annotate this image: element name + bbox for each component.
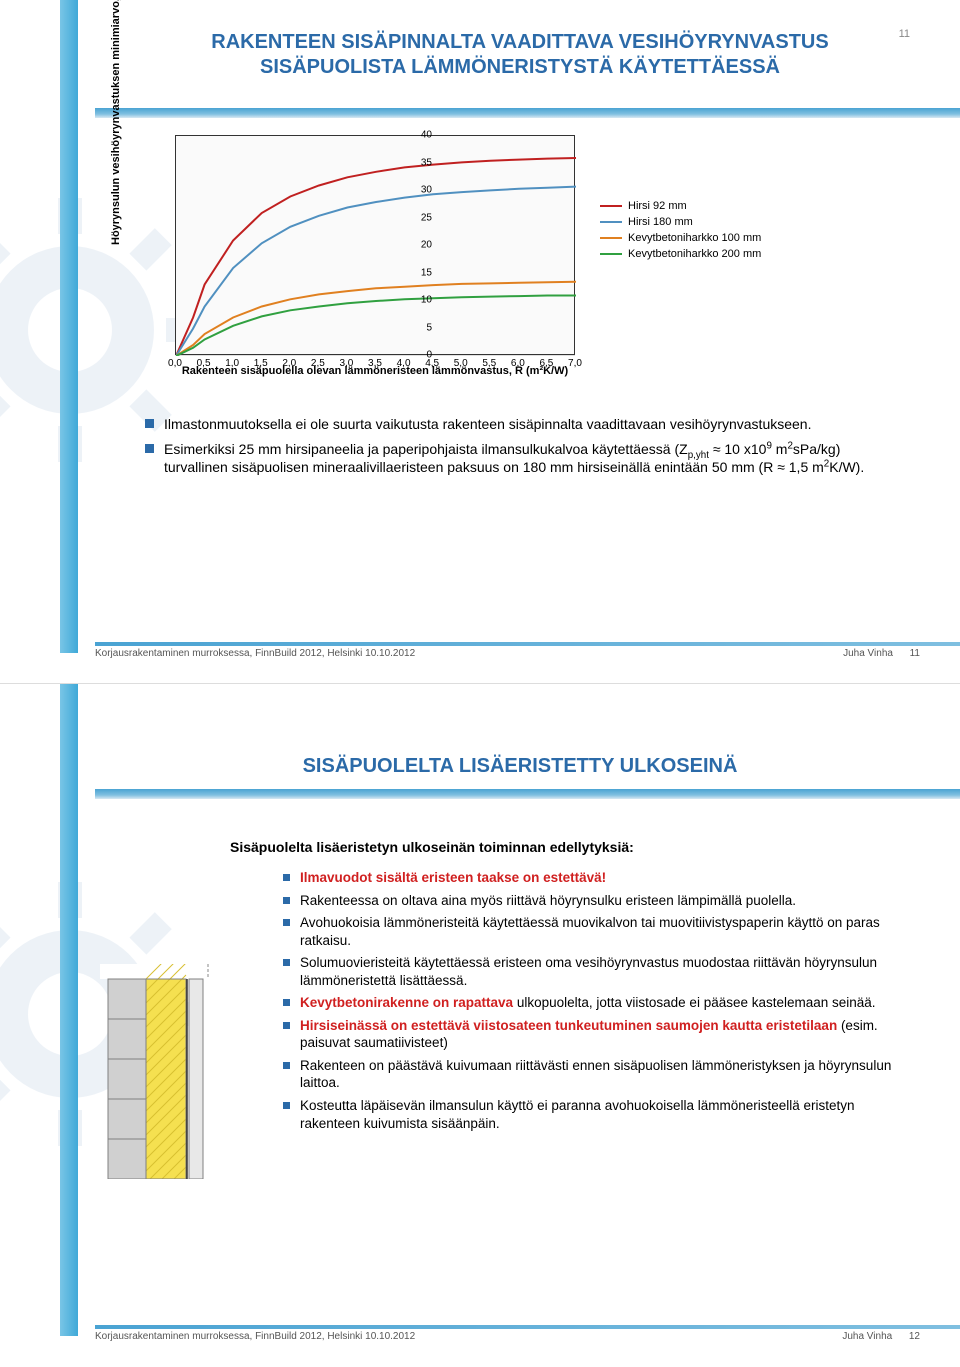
legend-swatch [600,205,622,207]
bullet-marker-icon [283,999,290,1006]
wall-section-diagram [100,964,210,1194]
footer-right: Juha Vinha 11 [843,648,920,659]
bullet-item: Rakenteen on päästävä kuivumaan riittävä… [283,1057,910,1092]
slide-1: RAKENTEEN SISÄPINNALTA VAADITTAVA VESIHÖ… [0,0,960,683]
title-underline [95,108,960,118]
bullet-marker-icon [283,897,290,904]
legend-item: Kevytbetoniharkko 200 mm [600,248,761,260]
footer-left: Korjausrakentaminen murroksessa, FinnBui… [95,648,415,659]
ytick: 40 [421,130,432,141]
legend-item: Hirsi 180 mm [600,216,761,228]
footer-right: Juha Vinha 12 [842,1331,920,1342]
legend-label: Hirsi 92 mm [628,200,687,212]
bullet-marker-icon [145,444,154,453]
chart-series [176,282,576,356]
bullet-marker-icon [283,959,290,966]
legend-label: Hirsi 180 mm [628,216,693,228]
bullet-marker-icon [283,1022,290,1029]
chart-series [176,296,576,357]
bullet-item: Kosteutta läpäisevän ilmansulun käyttö e… [283,1097,910,1132]
bullet-text: Rakenteen on päästävä kuivumaan riittävä… [300,1057,910,1092]
bullet-item: Kevytbetonirakenne on rapattava ulkopuol… [283,994,910,1012]
slide-2: SISÄPUOLELTA LISÄERISTETTY ULKOSEINÄ Sis… [0,683,960,1366]
bullet-text: Kevytbetonirakenne on rapattava ulkopuol… [300,994,876,1012]
bullet-text: Solumuovieristeitä käytettäessä eristeen… [300,954,910,989]
sidebar-accent [60,684,78,1336]
legend-label: Kevytbetoniharkko 100 mm [628,232,761,244]
legend-item: Hirsi 92 mm [600,200,761,212]
legend-item: Kevytbetoniharkko 100 mm [600,232,761,244]
slide-title: SISÄPUOLELTA LISÄERISTETTY ULKOSEINÄ [140,754,900,779]
chart-series [176,158,576,356]
bullet-list: Ilmavuodot sisältä eristeen taakse on es… [255,869,910,1137]
bullet-marker-icon [283,1062,290,1069]
chart-series [176,187,576,356]
ytick: 15 [421,267,432,278]
bullet-item: Hirsiseinässä on estettävä viistosateen … [283,1017,910,1052]
legend-swatch [600,221,622,223]
ytick: 35 [421,157,432,168]
bullet-text: Ilmavuodot sisältä eristeen taakse on es… [300,869,606,887]
ytick: 25 [421,212,432,223]
ytick: 10 [421,295,432,306]
bullet-text: Ilmastonmuutoksella ei ole suurta vaikut… [164,415,811,433]
chart-plot-box [175,135,575,355]
bullet-text: Rakenteessa on oltava aina myös riittävä… [300,892,796,910]
bullet-list: Ilmastonmuutoksella ei ole suurta vaikut… [145,415,905,484]
bullet-item: Rakenteessa on oltava aina myös riittävä… [283,892,910,910]
legend-label: Kevytbetoniharkko 200 mm [628,248,761,260]
ytick: 30 [421,185,432,196]
chart-ylabel: Höyrynsulun vesihöyrynvastuksen minimiar… [110,25,122,245]
slide-number-top: 11 [899,28,910,40]
bullet-text: Avohuokoisia lämmöneristeitä käytettäess… [300,914,910,949]
chart-lines [176,136,576,356]
slide-footer: Korjausrakentaminen murroksessa, FinnBui… [95,1325,960,1342]
ytick: 5 [426,322,432,333]
bullet-item: Esimerkiksi 25 mm hirsipaneelia ja paper… [145,440,905,476]
slide-footer: Korjausrakentaminen murroksessa, FinnBui… [95,642,960,659]
bullet-item: Ilmastonmuutoksella ei ole suurta vaikut… [145,415,905,433]
bullet-item: Ilmavuodot sisältä eristeen taakse on es… [283,869,910,887]
bullet-marker-icon [145,419,154,428]
bullet-text: Kosteutta läpäisevän ilmansulun käyttö e… [300,1097,910,1132]
sidebar-accent [60,0,78,653]
chart-region: Höyrynsulun vesihöyrynvastuksen minimiar… [120,130,840,400]
legend-swatch [600,237,622,239]
chart-legend: Hirsi 92 mm Hirsi 180 mm Kevytbetoniharkko… [600,200,761,264]
bullet-item: Solumuovieristeitä käytettäessä eristeen… [283,954,910,989]
bullet-marker-icon [283,919,290,926]
footer-line [95,642,960,646]
bullet-text: Hirsiseinässä on estettävä viistosateen … [300,1017,910,1052]
subtitle: Sisäpuolelta lisäeristetyn ulkoseinän to… [230,839,634,855]
slide-title: RAKENTEEN SISÄPINNALTA VAADITTAVA VESIHÖ… [140,30,900,80]
bullet-marker-icon [283,1102,290,1109]
legend-swatch [600,253,622,255]
bullet-item: Avohuokoisia lämmöneristeitä käytettäess… [283,914,910,949]
title-underline [95,789,960,799]
chart-xlabel: Rakenteen sisäpuolella olevan lämmöneris… [175,365,575,377]
footer-line [95,1325,960,1329]
ytick: 20 [421,240,432,251]
bullet-marker-icon [283,874,290,881]
footer-left: Korjausrakentaminen murroksessa, FinnBui… [95,1331,415,1342]
bullet-text: Esimerkiksi 25 mm hirsipaneelia ja paper… [164,440,905,476]
